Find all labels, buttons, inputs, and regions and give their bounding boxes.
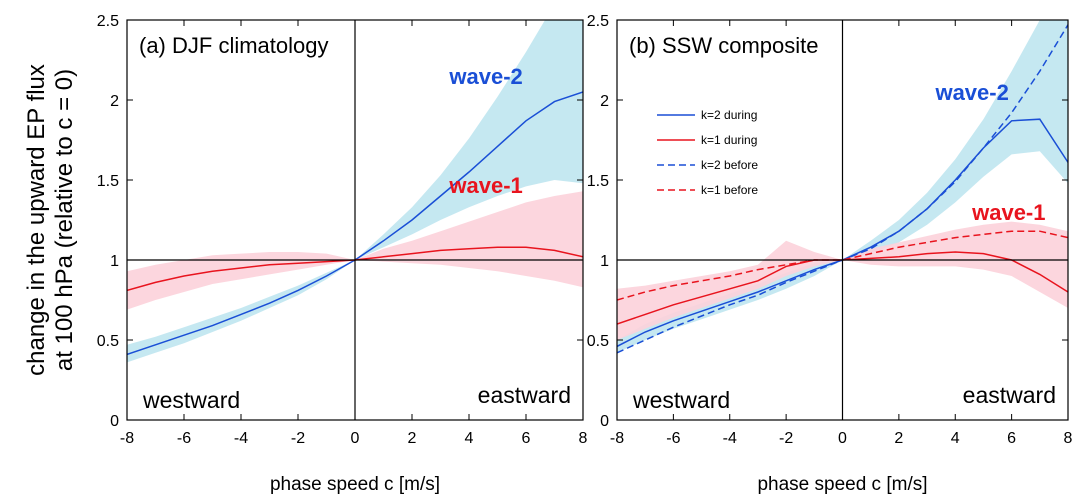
x-tick-label: -6 xyxy=(666,430,680,447)
eastward-label: eastward xyxy=(478,382,571,408)
wave-1-label: wave-1 xyxy=(971,200,1045,225)
panel-title: (a) DJF climatology xyxy=(139,33,328,58)
y-tick-label: 0 xyxy=(600,413,609,430)
legend-label-k-2-before: k=2 before xyxy=(701,158,758,172)
x-tick-label: 2 xyxy=(894,430,903,447)
x-axis-label: phase speed c [m/s] xyxy=(270,474,440,495)
legend-label-k-1-before: k=1 before xyxy=(701,183,758,197)
x-tick-label: 6 xyxy=(522,430,531,447)
x-tick-label: -2 xyxy=(291,430,305,447)
band-wave-2 xyxy=(127,20,583,363)
x-tick-label: -2 xyxy=(779,430,793,447)
legend: k=2 during k=1 during k=2 before k=1 before xyxy=(657,108,758,197)
x-tick-label: 8 xyxy=(1064,430,1073,447)
series-line-k-1-before xyxy=(617,230,1068,301)
panel-title: (b) SSW composite xyxy=(629,33,819,58)
wave-1-label: wave-1 xyxy=(448,173,522,198)
westward-label: westward xyxy=(632,387,730,413)
x-tick-label: 8 xyxy=(579,430,588,447)
x-axis-label: phase speed c [m/s] xyxy=(757,474,927,495)
x-tick-label: 0 xyxy=(838,430,847,447)
eastward-label: eastward xyxy=(963,382,1056,408)
y-tick-label: 1.5 xyxy=(97,173,119,190)
legend-label-k-2-during: k=2 during xyxy=(701,108,757,122)
y-tick-label: 0.5 xyxy=(97,333,119,350)
y-tick-label: 2 xyxy=(600,93,609,110)
wave-2-label: wave-2 xyxy=(934,80,1008,105)
x-tick-label: 4 xyxy=(951,430,960,447)
y-tick-label: 2.5 xyxy=(97,13,119,30)
y-tick-label: 2 xyxy=(110,93,119,110)
y-tick-label: 0 xyxy=(110,413,119,430)
x-tick-label: 6 xyxy=(1007,430,1016,447)
band-wave-1 xyxy=(127,191,583,310)
panel-b: -8 -6 -4 -2 0 2 4 6 8 0 0.5 1 1.5 2 2.5 phase speed c [… xyxy=(587,13,1073,495)
x-tick-label: -4 xyxy=(234,430,248,447)
y-tick-label: 1.5 xyxy=(587,173,609,190)
y-tick-label: 0.5 xyxy=(587,333,609,350)
x-tick-label: -8 xyxy=(610,430,624,447)
y-tick-label: 1 xyxy=(600,253,609,270)
wave-2-label: wave-2 xyxy=(448,64,522,89)
band-k-1-during xyxy=(617,221,1068,340)
panel-a: -8 -6 -4 -2 0 2 4 6 8 0 0.5 1 1.5 2 2.5 phase speed c [… xyxy=(97,13,588,495)
x-tick-label: -4 xyxy=(723,430,737,447)
x-tick-label: -8 xyxy=(120,430,134,447)
x-tick-label: -6 xyxy=(177,430,191,447)
y-axis-label-line2: at 100 hPa (relative to c = 0) xyxy=(51,69,78,371)
x-tick-label: 0 xyxy=(351,430,360,447)
x-tick-label: 4 xyxy=(465,430,474,447)
westward-label: westward xyxy=(142,387,240,413)
y-axis-label-line1: change in the upward EP flux xyxy=(23,64,50,376)
legend-label-k-1-during: k=1 during xyxy=(701,133,757,147)
y-tick-label: 1 xyxy=(110,253,119,270)
y-tick-label: 2.5 xyxy=(587,13,609,30)
x-tick-label: 2 xyxy=(408,430,417,447)
